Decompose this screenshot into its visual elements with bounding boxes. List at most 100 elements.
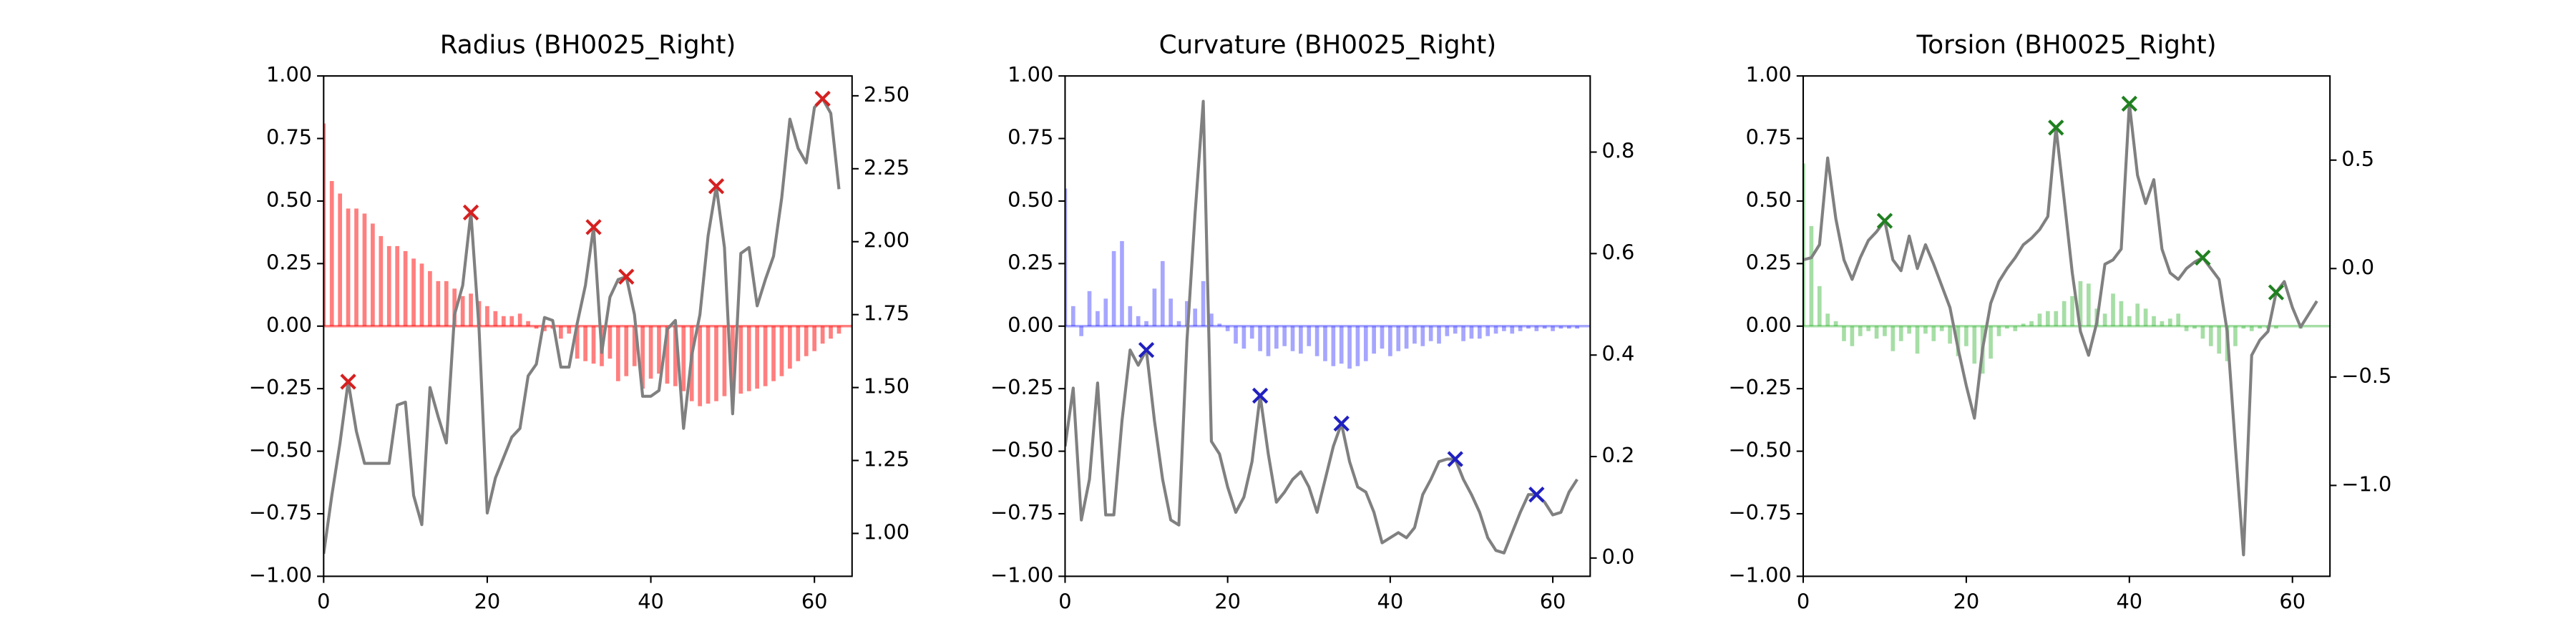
peak-marker — [1876, 213, 1893, 229]
y-tick-label: 1.00 — [1008, 62, 1053, 87]
y2-tick-label: 0.8 — [1601, 139, 1634, 163]
subplot: Curvature (BH0025_Right) 0 20 40 60 −1.00 −0.7… — [990, 31, 1634, 614]
bar — [1331, 326, 1336, 366]
x-tick-label: 40 — [638, 589, 664, 613]
bar — [2135, 303, 2140, 326]
bar — [1087, 291, 1092, 326]
bar — [2102, 313, 2107, 326]
bar — [1347, 326, 1352, 369]
bar — [1558, 326, 1563, 329]
y2-tick-label: −0.5 — [2341, 364, 2391, 388]
x-tick-label: 0 — [1797, 589, 1810, 613]
bar — [1510, 326, 1515, 334]
bar — [1396, 326, 1401, 351]
bar — [1339, 326, 1344, 364]
y-tick-label: 0.00 — [1746, 313, 1792, 337]
x-tick-label: 20 — [1953, 589, 1980, 613]
bar — [1363, 326, 1368, 361]
line — [323, 97, 841, 555]
bar — [329, 180, 334, 326]
bar — [1923, 326, 1928, 334]
bar — [1461, 326, 1465, 341]
y-tick-label: −0.50 — [1729, 438, 1792, 462]
bar — [558, 326, 563, 339]
peak-marker — [1333, 415, 1350, 432]
bar — [1890, 326, 1896, 351]
bar — [575, 326, 580, 359]
bar — [1420, 326, 1425, 346]
bar — [2078, 280, 2083, 326]
bar — [1518, 326, 1523, 331]
bar — [379, 235, 384, 326]
bar — [820, 326, 825, 344]
plot-area — [323, 97, 852, 555]
bar — [1388, 326, 1392, 356]
bar — [485, 306, 489, 326]
y2-tick-label: 1.50 — [864, 374, 909, 399]
x-tick-label: 20 — [474, 589, 501, 613]
x-tick-label: 0 — [1058, 589, 1071, 613]
bar — [812, 326, 817, 351]
axes-frame — [1802, 75, 2331, 577]
bar — [2119, 301, 2124, 326]
bar — [657, 326, 661, 374]
bar — [829, 326, 833, 339]
bar — [1866, 326, 1871, 331]
bar — [1079, 326, 1084, 336]
bar — [419, 263, 424, 326]
bar — [1404, 326, 1409, 349]
bar — [1825, 313, 1830, 326]
bar — [1111, 250, 1116, 326]
bar — [386, 245, 391, 326]
bar — [509, 316, 514, 326]
bar — [469, 293, 473, 326]
y-tick-label: 0.25 — [1008, 250, 1053, 274]
y-tick-label: 0.00 — [1008, 313, 1053, 337]
bar — [591, 326, 596, 364]
y2-tick-label: −1.0 — [2341, 472, 2391, 496]
bar — [1290, 326, 1295, 351]
y-tick-label: 1.00 — [1746, 62, 1792, 87]
bar — [2176, 313, 2181, 326]
y-tick-label: 0.00 — [266, 313, 312, 337]
bar — [517, 313, 522, 326]
subplot-title: Radius (BH0025_Right) — [440, 31, 736, 60]
peak-marker — [1252, 387, 1269, 404]
bar — [640, 326, 645, 389]
bar — [706, 326, 711, 404]
bar — [2152, 316, 2156, 326]
bar — [1065, 188, 1068, 326]
bar — [1103, 298, 1108, 326]
bar — [1842, 326, 1846, 341]
y2-tick-label: 0.0 — [1601, 545, 1634, 569]
peak-marker — [708, 178, 725, 195]
y-tick-label: −0.25 — [249, 375, 312, 399]
y-tick-label: 0.50 — [266, 187, 312, 212]
bar — [2143, 308, 2148, 326]
bar — [1249, 326, 1254, 339]
y2-tick-label: 2.00 — [864, 228, 909, 253]
bar — [1526, 326, 1531, 329]
x-tick-label: 60 — [801, 589, 828, 613]
bar — [763, 326, 768, 386]
y2-tick-label: 1.75 — [864, 301, 909, 326]
bar — [444, 280, 449, 326]
bar — [2086, 283, 2091, 326]
y2-tick-label: 0.4 — [1601, 341, 1634, 366]
bar — [796, 326, 801, 361]
bar — [1534, 326, 1539, 331]
axes-frame — [323, 75, 853, 577]
y-tick-label: −0.50 — [990, 438, 1053, 462]
y-tick-label: −1.00 — [1729, 562, 1792, 587]
plot-area — [1803, 102, 2331, 557]
bar — [526, 321, 530, 326]
y-tick-label: 0.50 — [1746, 187, 1792, 212]
bar — [371, 223, 375, 326]
bar — [1542, 326, 1547, 329]
bar — [2217, 326, 2222, 354]
bar — [1469, 326, 1474, 339]
subplot-title: Curvature (BH0025_Right) — [1159, 31, 1497, 60]
bar — [452, 288, 457, 326]
bar — [665, 326, 670, 384]
